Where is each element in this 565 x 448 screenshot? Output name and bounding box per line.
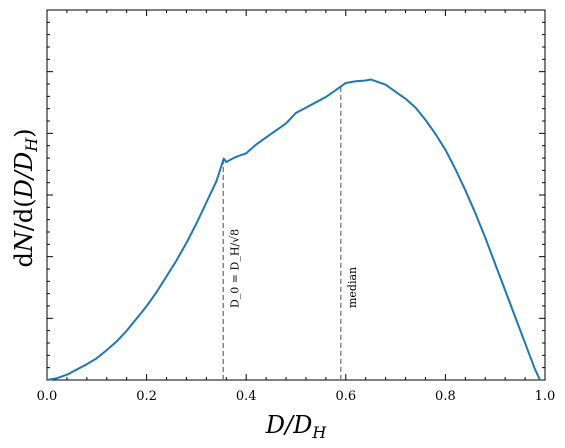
x-tick-label: 0.4 xyxy=(236,389,257,404)
y-ticks xyxy=(47,9,545,381)
x-axis-label: D/DH xyxy=(265,411,328,442)
x-tick-label: 1.0 xyxy=(535,389,556,404)
y-axis-label: dN/d(D/DH) xyxy=(10,128,41,267)
series-line-0 xyxy=(46,78,541,381)
axes-box xyxy=(46,9,546,381)
series-layer xyxy=(46,78,541,381)
plot-frame xyxy=(46,9,546,381)
x-ticks xyxy=(46,10,546,380)
x-tick-label: 0.2 xyxy=(136,389,157,404)
x-tick-label: 0.6 xyxy=(335,389,356,404)
x-tick-label: 0.0 xyxy=(37,389,58,404)
annotations: D_0 = D_H/√8 median xyxy=(222,86,359,380)
annotation-label-1: median xyxy=(346,267,359,308)
x-tick-labels: 0.0 0.2 0.4 0.6 0.8 1.0 xyxy=(37,389,556,404)
x-tick-label: 0.8 xyxy=(435,389,456,404)
annotation-label-0: D_0 = D_H/√8 xyxy=(228,229,241,308)
